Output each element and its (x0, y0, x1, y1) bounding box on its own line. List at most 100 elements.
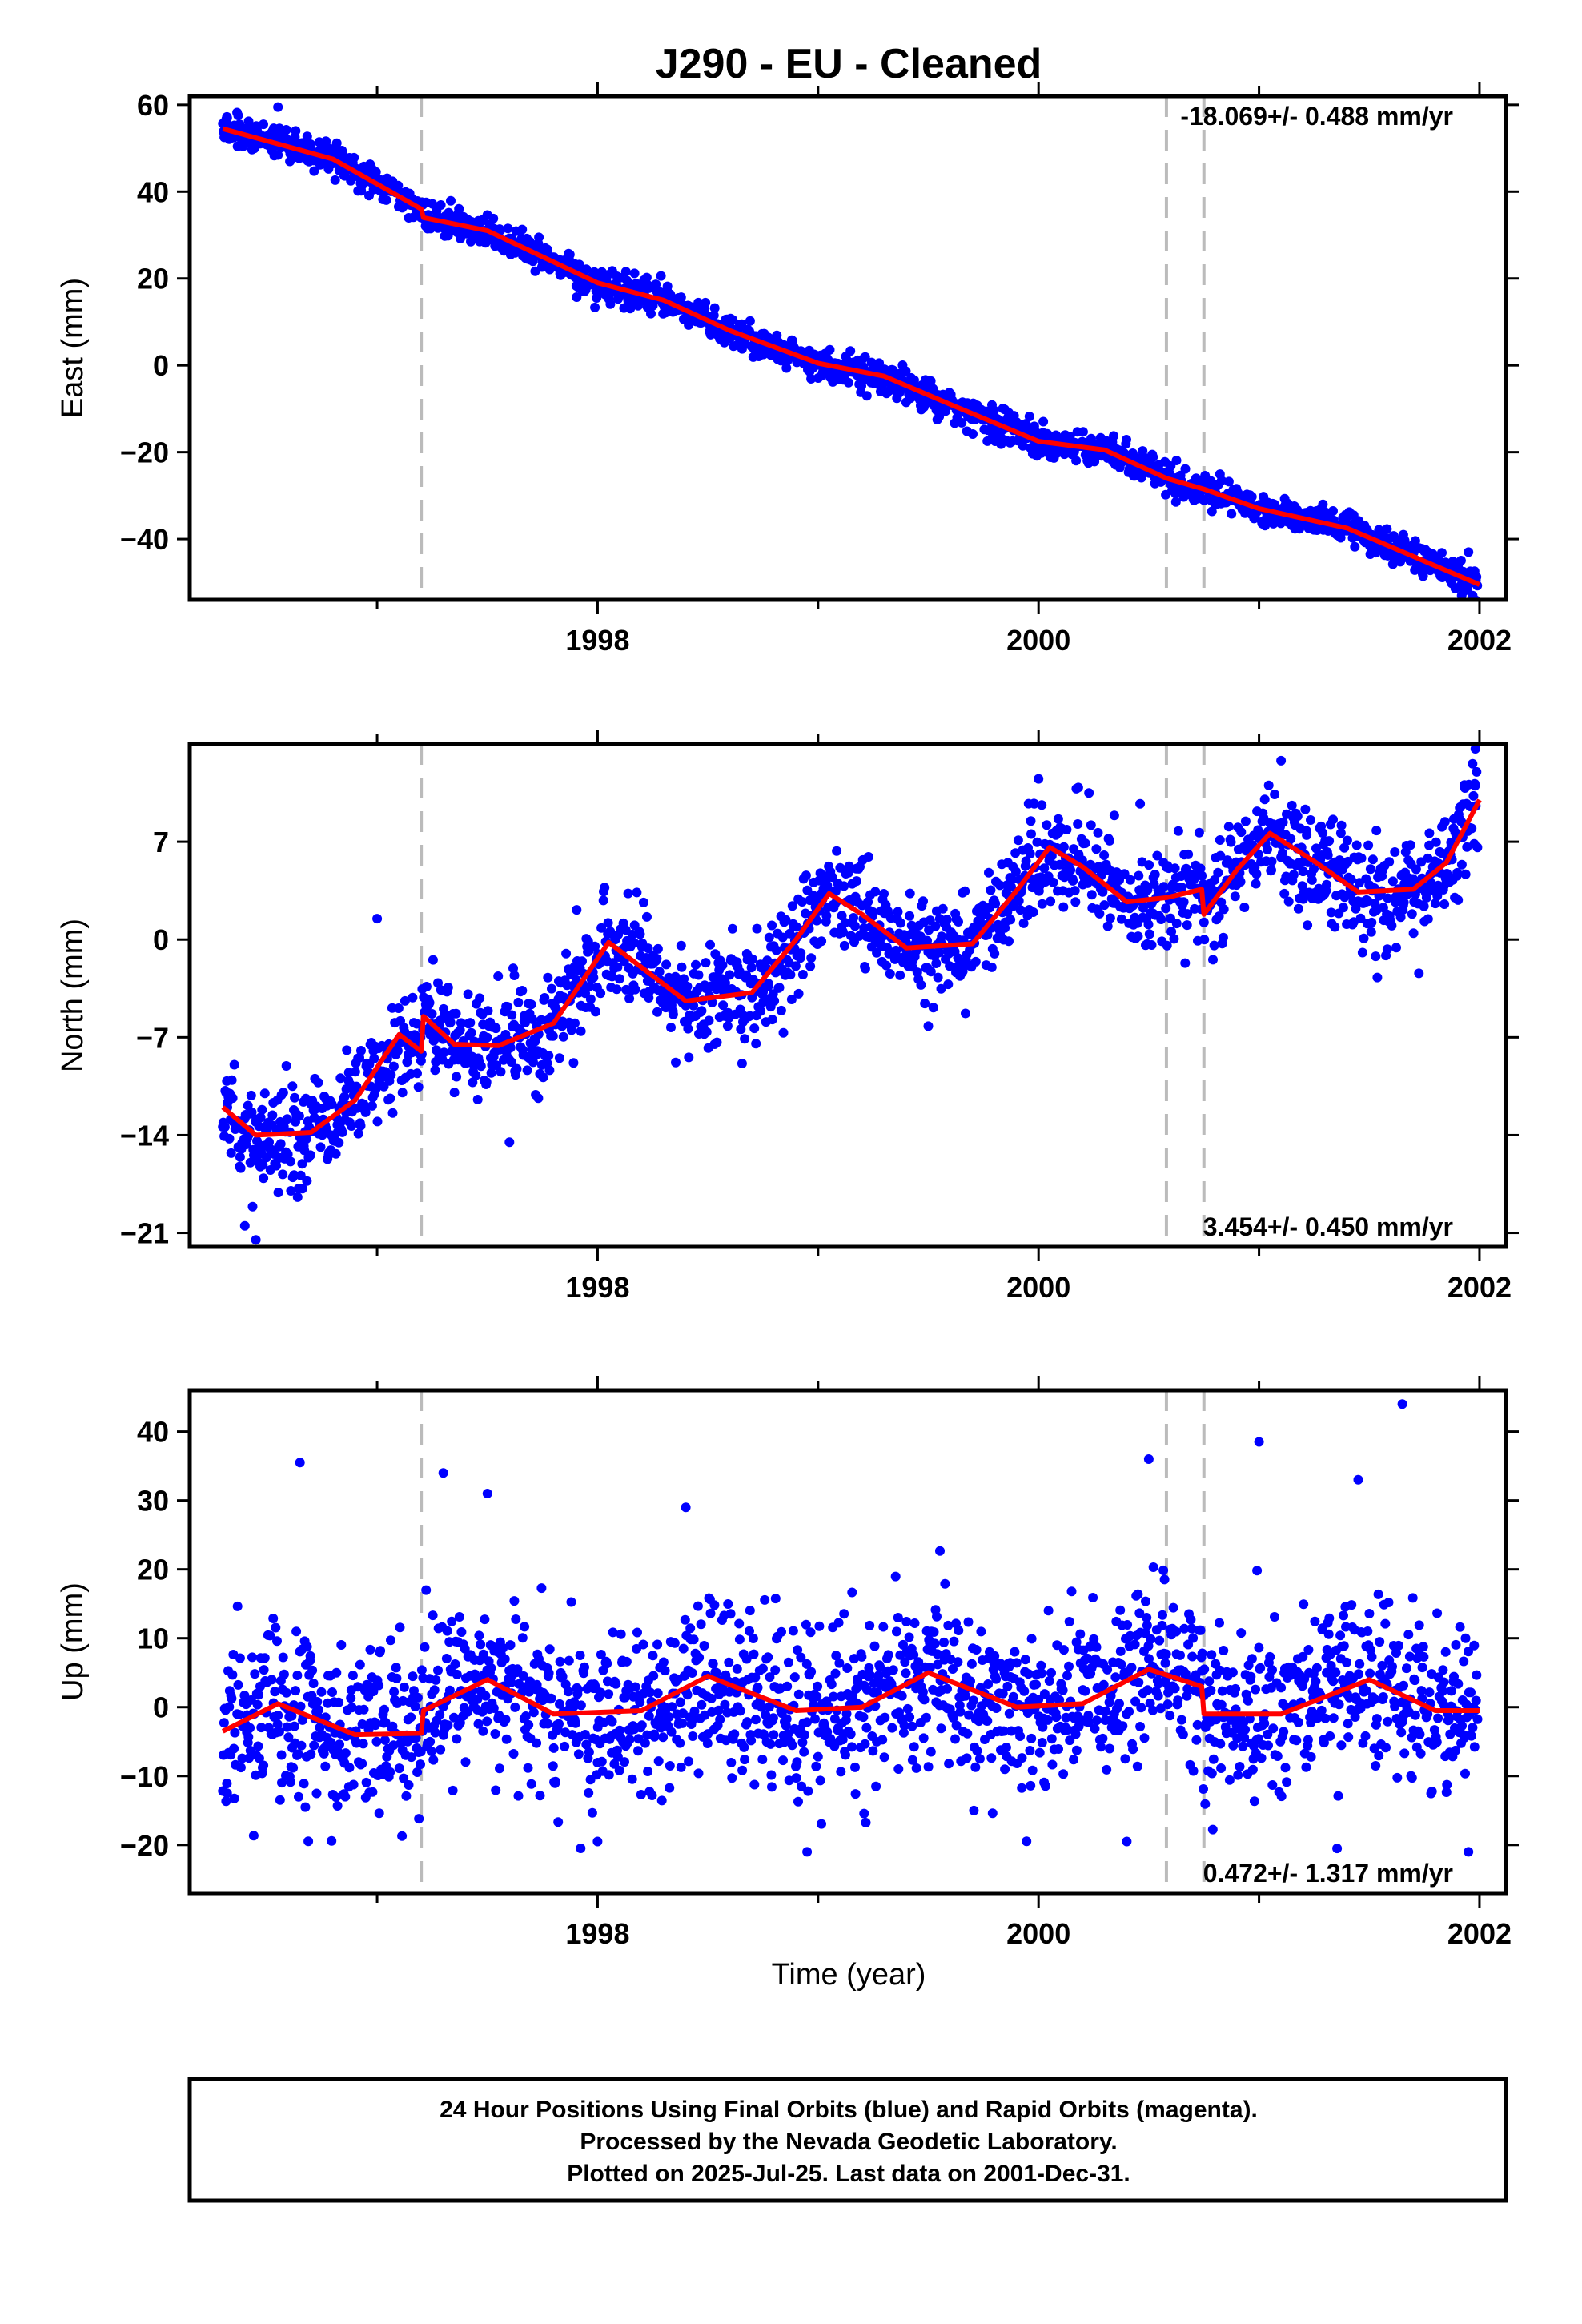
data-point (1195, 863, 1206, 874)
data-point (806, 1667, 817, 1677)
data-point (1109, 810, 1119, 821)
up-points (218, 1399, 1483, 1857)
data-point (259, 1760, 269, 1771)
data-point (253, 1741, 263, 1751)
data-point (991, 1703, 1002, 1713)
data-point (767, 920, 777, 931)
data-point (767, 1015, 777, 1025)
data-point (404, 1780, 414, 1790)
data-point (1091, 844, 1102, 854)
data-point (881, 960, 892, 971)
data-point (1004, 1708, 1014, 1719)
data-point (237, 1753, 247, 1763)
east-rate-label: -18.069+/- 0.488 mm/yr (1180, 102, 1453, 131)
data-point (544, 1644, 555, 1655)
data-point (1148, 452, 1158, 462)
data-point (1013, 835, 1023, 846)
data-point (1026, 1634, 1037, 1644)
data-point (652, 1639, 663, 1650)
data-point (387, 1108, 398, 1118)
data-point (761, 1710, 771, 1720)
data-point (386, 1635, 396, 1646)
data-point (893, 1764, 904, 1774)
data-point (347, 1671, 358, 1681)
data-point (793, 1796, 803, 1807)
data-point (235, 1163, 246, 1173)
data-point (766, 1770, 777, 1780)
data-point (268, 1614, 279, 1623)
data-point (466, 1027, 476, 1038)
data-point (577, 956, 587, 967)
data-point (1318, 828, 1328, 838)
data-point (790, 961, 801, 971)
data-point (678, 1643, 689, 1654)
data-point (769, 995, 780, 1006)
data-point (1122, 435, 1131, 444)
data-point (234, 1710, 244, 1719)
data-point (272, 1719, 283, 1729)
north-rate-label: 3.454+/- 0.450 mm/yr (1203, 1212, 1453, 1241)
data-point (693, 1768, 704, 1779)
data-point (1426, 878, 1436, 888)
data-point (558, 1031, 568, 1042)
data-point (590, 302, 600, 312)
data-point (566, 1597, 576, 1607)
data-point (1213, 867, 1223, 878)
data-point (1082, 1653, 1093, 1663)
data-point (636, 1720, 647, 1731)
data-point (812, 1691, 822, 1702)
data-point (671, 1057, 681, 1068)
data-point (1328, 814, 1338, 825)
data-point (676, 940, 686, 951)
data-point (294, 1791, 303, 1802)
data-point (1105, 835, 1114, 846)
data-point (224, 1133, 235, 1144)
data-point (1197, 870, 1207, 881)
data-point (676, 292, 686, 303)
data-point (875, 1662, 885, 1672)
data-point (1150, 870, 1160, 879)
data-point (355, 1659, 365, 1670)
data-point (320, 1761, 331, 1771)
data-point (270, 1687, 280, 1697)
data-point (568, 1058, 579, 1068)
data-point (360, 1107, 371, 1117)
data-point (641, 272, 652, 283)
data-point (493, 971, 504, 981)
data-point (1158, 882, 1169, 892)
data-point (397, 1088, 408, 1098)
data-point (302, 1642, 312, 1652)
data-point (365, 1644, 375, 1655)
data-point (498, 1642, 508, 1653)
data-point (905, 888, 915, 899)
data-point (907, 1721, 917, 1731)
data-point (1194, 827, 1204, 838)
data-point (473, 1719, 484, 1729)
data-point (1047, 1759, 1058, 1770)
data-point (1098, 887, 1108, 897)
data-point (294, 1111, 304, 1121)
data-point (859, 923, 869, 933)
data-point (986, 885, 996, 895)
data-point (379, 1704, 389, 1715)
data-point (572, 292, 582, 302)
data-point (555, 1656, 565, 1667)
data-point (624, 994, 635, 1003)
data-point (989, 405, 999, 416)
data-point (1439, 899, 1450, 909)
data-point (801, 870, 811, 881)
data-point (921, 1712, 931, 1723)
data-point (1024, 412, 1034, 421)
data-point (1350, 541, 1360, 552)
data-point (421, 1585, 432, 1595)
data-point (1286, 834, 1296, 844)
data-point (943, 979, 954, 990)
data-point (937, 931, 947, 942)
data-point (701, 958, 711, 968)
x-tick-label: 2002 (1447, 624, 1512, 657)
data-point (1236, 827, 1247, 838)
data-point (235, 1152, 245, 1162)
data-point (1387, 876, 1398, 887)
data-point (696, 1619, 706, 1630)
data-point (1071, 1745, 1082, 1755)
